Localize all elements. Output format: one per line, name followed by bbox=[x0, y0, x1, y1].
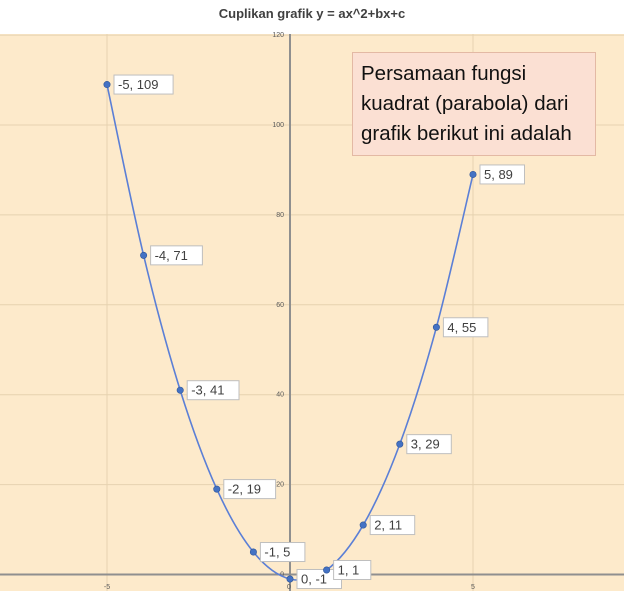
data-label: 3, 29 bbox=[411, 437, 440, 452]
y-tick-label: 120 bbox=[272, 32, 284, 39]
data-label-box bbox=[333, 560, 372, 581]
data-label-box bbox=[223, 479, 277, 500]
x-tick-label: 0 bbox=[287, 584, 291, 591]
data-label-box bbox=[442, 317, 489, 338]
y-tick-label: 60 bbox=[276, 302, 284, 309]
data-label: 2, 11 bbox=[374, 518, 402, 533]
y-tick-label: 40 bbox=[276, 392, 284, 399]
data-label-box bbox=[150, 245, 203, 266]
data-label: -2, 19 bbox=[228, 482, 261, 497]
data-label: 0, -1 bbox=[301, 571, 327, 586]
data-label-box bbox=[113, 74, 174, 95]
data-point bbox=[359, 521, 367, 529]
chart-title: Cuplikan grafik y = ax^2+bx+c bbox=[218, 6, 406, 21]
data-label-box bbox=[186, 380, 240, 401]
data-point bbox=[432, 323, 440, 331]
data-label: -3, 41 bbox=[191, 383, 224, 398]
x-tick-label: 5 bbox=[471, 584, 475, 591]
data-label-box bbox=[406, 434, 452, 455]
data-label: 5, 89 bbox=[484, 167, 513, 182]
data-label: 4, 55 bbox=[447, 320, 476, 335]
data-point bbox=[286, 575, 294, 583]
data-point bbox=[396, 440, 404, 448]
y-tick-label: 100 bbox=[272, 122, 284, 129]
data-point bbox=[176, 386, 184, 394]
x-tick-label: -5 bbox=[104, 584, 110, 591]
data-point bbox=[213, 485, 221, 493]
data-point bbox=[140, 251, 148, 259]
y-tick-label: 0 bbox=[280, 572, 284, 579]
data-label-box bbox=[259, 542, 306, 563]
data-label: -5, 109 bbox=[118, 77, 158, 92]
data-point bbox=[323, 566, 331, 574]
y-tick-label: 80 bbox=[276, 212, 284, 219]
data-label-box bbox=[369, 515, 416, 536]
data-point bbox=[103, 81, 111, 89]
y-tick-label: 20 bbox=[276, 482, 284, 489]
data-label-box bbox=[479, 164, 525, 185]
data-label: 1, 1 bbox=[338, 563, 360, 578]
data-label: -1, 5 bbox=[264, 545, 290, 560]
data-label: -4, 71 bbox=[155, 248, 188, 263]
data-point bbox=[469, 170, 477, 178]
data-point bbox=[249, 548, 257, 556]
question-callout: Persamaan fungsi kuadrat (parabola) dari… bbox=[352, 52, 596, 156]
